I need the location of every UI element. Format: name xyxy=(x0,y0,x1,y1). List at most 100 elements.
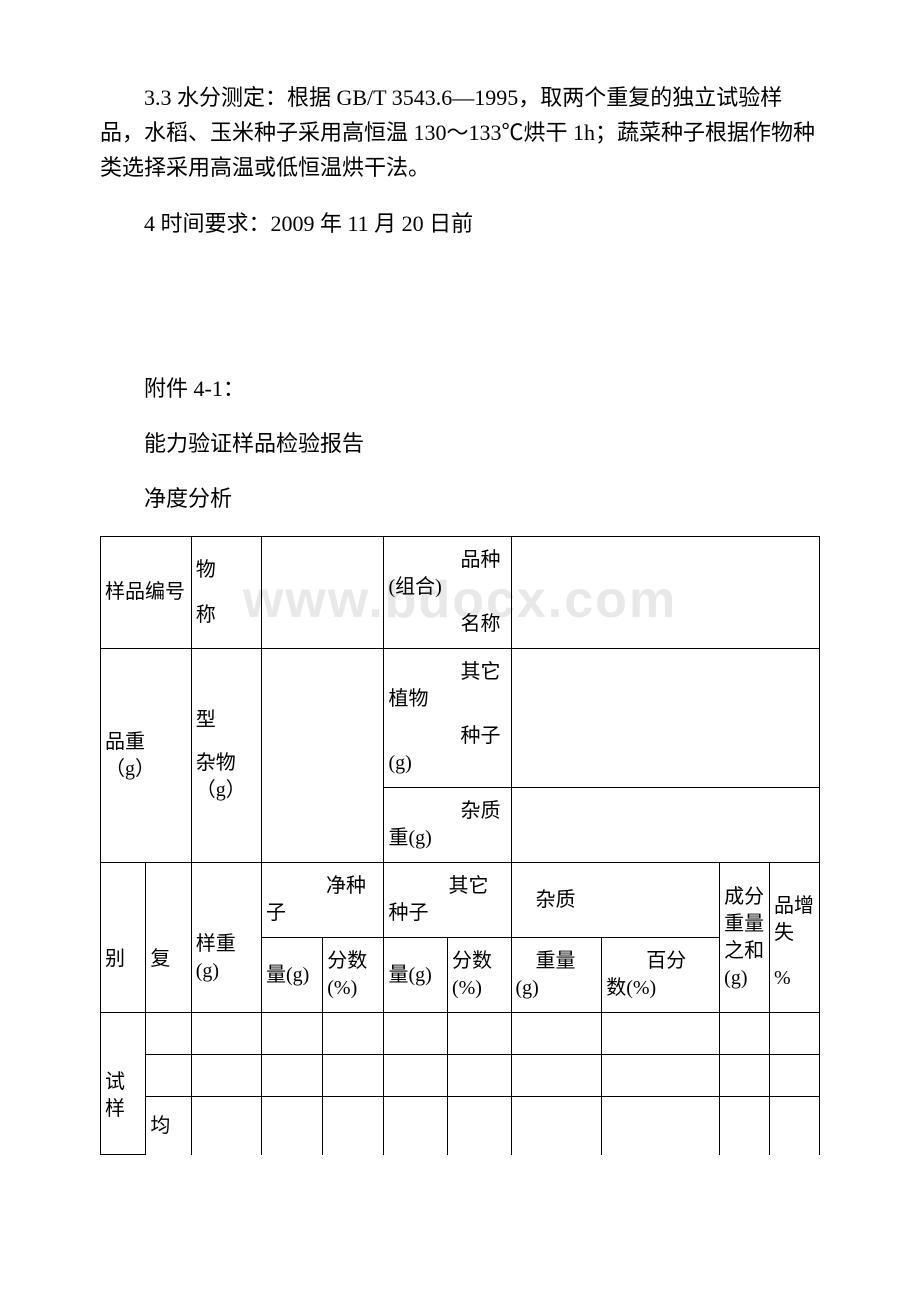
cell-blank xyxy=(262,1055,323,1097)
cell-text: (g) xyxy=(388,750,506,777)
cell-blank xyxy=(602,1055,720,1097)
cell-blank xyxy=(511,1013,602,1055)
cell-type-impurity: 型 杂物 （g） xyxy=(191,649,261,863)
cell-amount: 量(g) xyxy=(262,938,323,1013)
cell-blank xyxy=(146,1055,191,1097)
cell-blank xyxy=(262,1013,323,1055)
cell-text: 种子 xyxy=(388,723,506,750)
cell-text: 种子 xyxy=(388,900,506,927)
cell-text: 试样 xyxy=(105,1069,141,1123)
purity-analysis-table: 样品编号 物 称 品种 (组合) 名称 品重 （g） 型 xyxy=(100,536,820,1155)
cell-blank xyxy=(511,1055,602,1097)
cell-text: 物 xyxy=(196,557,257,584)
attachment-label: 附件 4-1： xyxy=(100,371,820,406)
cell-sample-weight: 品重 （g） xyxy=(101,649,192,863)
cell-impurity-header: 杂质 xyxy=(511,863,720,938)
cell-percent: 分数(%) xyxy=(447,938,511,1013)
cell-blank xyxy=(770,1055,820,1097)
cell-blank xyxy=(262,1097,323,1155)
report-title: 能力验证样品检验报告 xyxy=(100,426,820,461)
table-row xyxy=(101,1055,820,1097)
cell-text: 重(g) xyxy=(388,825,506,852)
spacer xyxy=(100,261,820,371)
cell-text: （g） xyxy=(196,777,257,804)
cell-other-seed-header: 其它 种子 xyxy=(384,863,511,938)
cell-text: 别 xyxy=(105,946,141,973)
cell-sum: 成分重量之和(g) xyxy=(720,863,770,1013)
cell-blank xyxy=(511,1097,602,1155)
cell-pure-seed-header: 净种 子 xyxy=(262,863,384,938)
page-content: 3.3 水分测定：根据 GB/T 3543.6—1995，取两个重复的独立试验样… xyxy=(100,80,820,1155)
cell-blank xyxy=(384,1097,448,1155)
cell-weight: 重量 (g) xyxy=(511,938,602,1013)
cell-blank xyxy=(323,1097,384,1155)
cell-text: 重量 xyxy=(516,948,598,975)
cell-blank xyxy=(511,788,820,863)
table-row: 试样 xyxy=(101,1013,820,1055)
cell-blank xyxy=(447,1055,511,1097)
cell-blank xyxy=(720,1055,770,1097)
cell-impurity-weight: 杂质 重(g) xyxy=(384,788,511,863)
cell-blank xyxy=(323,1055,384,1097)
cell-blank xyxy=(602,1097,720,1155)
cell-percent: 分数(%) xyxy=(323,938,384,1013)
cell-replicate: 复 xyxy=(146,863,191,1013)
cell-text: 杂物 xyxy=(196,750,257,777)
cell-blank xyxy=(602,1013,720,1055)
cell-text: 复 xyxy=(150,946,186,973)
cell-blank xyxy=(384,1055,448,1097)
cell-blank xyxy=(323,1013,384,1055)
cell-blank xyxy=(191,1013,261,1055)
cell-text: （g） xyxy=(105,756,187,783)
cell-text: 数(%) xyxy=(606,975,715,1002)
section-title: 净度分析 xyxy=(100,481,820,516)
cell-blank xyxy=(511,649,820,788)
cell-blank xyxy=(770,1013,820,1055)
cell-average: 均 xyxy=(146,1097,191,1155)
cell-text: 其它 xyxy=(388,659,506,686)
paragraph-3-3: 3.3 水分测定：根据 GB/T 3543.6—1995，取两个重复的独立试验样… xyxy=(100,80,820,186)
cell-text: 品种 xyxy=(388,547,506,574)
cell-text: 样重(g) xyxy=(196,931,257,985)
cell-blank xyxy=(770,1097,820,1155)
cell-text: (组合) xyxy=(388,574,506,601)
cell-text: 名称 xyxy=(388,611,506,638)
table-row: 均 xyxy=(101,1097,820,1155)
cell-blank xyxy=(447,1097,511,1155)
cell-amount: 量(g) xyxy=(384,938,448,1013)
cell-test-sample: 试样 xyxy=(101,1013,146,1155)
cell-other-plant-seed: 其它 植物 种子 (g) xyxy=(384,649,511,788)
cell-blank xyxy=(146,1013,191,1055)
cell-text: 子 xyxy=(266,900,379,927)
cell-text: 杂质 xyxy=(516,887,716,914)
cell-blank xyxy=(720,1097,770,1155)
cell-percent: 百分 数(%) xyxy=(602,938,720,1013)
cell-blank xyxy=(384,1013,448,1055)
paragraph-4: 4 时间要求：2009 年 11 月 20 日前 xyxy=(100,206,820,241)
cell-blank xyxy=(262,537,384,649)
cell-blank xyxy=(447,1013,511,1055)
cell-variety: 品种 (组合) 名称 xyxy=(384,537,511,649)
table-row: 别 复 样重(g) 净种 子 其它 种子 杂质 成分重量之和(g) xyxy=(101,863,820,938)
cell-blank xyxy=(191,1055,261,1097)
cell-text: 植物 xyxy=(388,686,506,713)
cell-text: 称 xyxy=(196,602,257,629)
cell-blank xyxy=(720,1013,770,1055)
cell-text: 净种 xyxy=(266,873,379,900)
cell-text: 其它 xyxy=(388,873,506,900)
cell-text: 百分 xyxy=(606,948,715,975)
cell-text: (g) xyxy=(516,975,598,1002)
cell-blank xyxy=(191,1097,261,1155)
cell-sample-wt: 样重(g) xyxy=(191,863,261,1013)
table-row: 品重 （g） 型 杂物 （g） 其它 植物 种子 (g) xyxy=(101,649,820,788)
cell-text: 杂质 xyxy=(388,798,506,825)
cell-text: 品增失 xyxy=(774,893,815,947)
cell-text: % xyxy=(774,965,815,992)
cell-sample-no: 样品编号 xyxy=(101,537,192,649)
cell-text: 型 xyxy=(196,707,257,734)
cell-category: 别 xyxy=(101,863,146,1013)
cell-loss: 品增失 % xyxy=(770,863,820,1013)
cell-blank xyxy=(511,537,820,649)
cell-blank xyxy=(262,649,384,863)
table-row: 样品编号 物 称 品种 (组合) 名称 xyxy=(101,537,820,649)
